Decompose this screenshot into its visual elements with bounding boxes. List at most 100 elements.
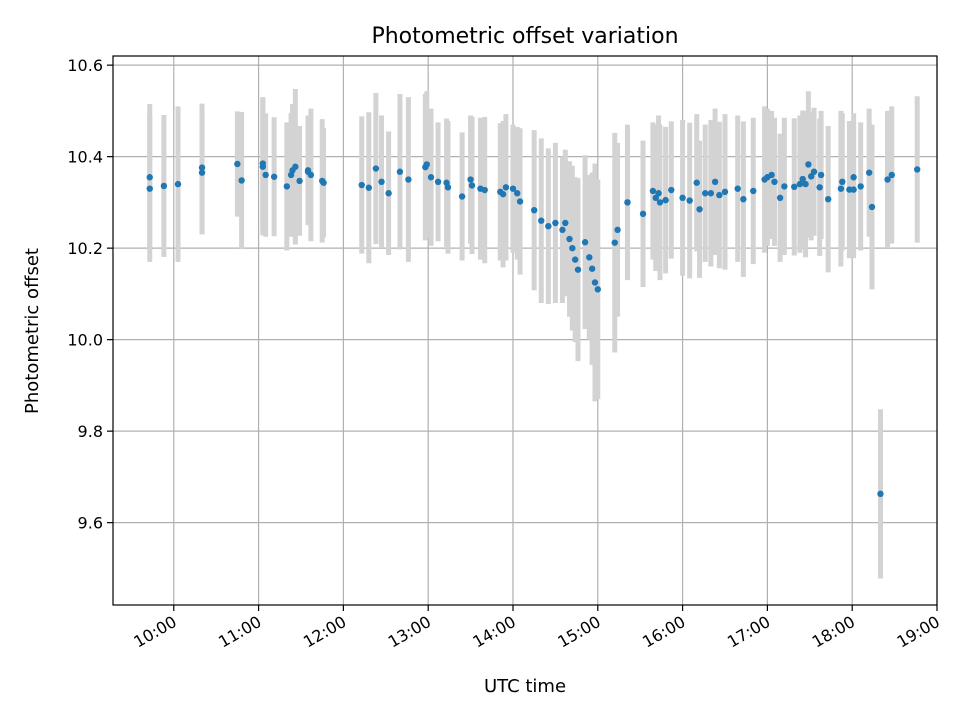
- data-point: [372, 165, 380, 172]
- data-point: [562, 219, 569, 227]
- data-point: [652, 194, 659, 202]
- data-point: [768, 171, 775, 179]
- data-point: [740, 195, 747, 203]
- data-point: [569, 244, 576, 252]
- chart-title: Photometric offset variation: [371, 24, 678, 49]
- data-point: [481, 186, 488, 194]
- data-point: [693, 179, 700, 186]
- data-point: [594, 286, 601, 293]
- data-point: [721, 188, 729, 196]
- plot-frame: [112, 55, 938, 606]
- data-point: [865, 169, 873, 176]
- data-point: [711, 178, 719, 186]
- y-tick-label: 10.2: [67, 239, 103, 258]
- data-point: [796, 180, 804, 188]
- data-point: [146, 174, 153, 181]
- data-point: [586, 254, 593, 261]
- x-tick-label: 15:00: [554, 612, 603, 652]
- data-point: [591, 279, 599, 286]
- x-tick-label: 12:00: [300, 612, 349, 652]
- data-point: [837, 185, 845, 192]
- y-tick-label: 9.8: [78, 422, 103, 441]
- data-point: [839, 178, 846, 186]
- data-point: [423, 161, 430, 168]
- data-point: [649, 187, 657, 195]
- data-point: [427, 174, 435, 181]
- data-point: [234, 160, 241, 168]
- data-point: [776, 194, 784, 202]
- data-point: [574, 266, 582, 273]
- data-point: [499, 190, 507, 198]
- data-point: [914, 166, 921, 173]
- x-tick-label: 18:00: [809, 612, 858, 652]
- x-tick-label: 13:00: [385, 612, 434, 652]
- data-point: [656, 199, 664, 206]
- data-point: [868, 203, 876, 211]
- x-tick-label: 10:00: [130, 612, 179, 652]
- data-point: [385, 190, 392, 197]
- x-tick-label: 16:00: [639, 612, 688, 652]
- data-point: [771, 178, 778, 186]
- data-point: [160, 182, 168, 190]
- data-point: [238, 177, 245, 184]
- data-point: [545, 222, 552, 230]
- data-point: [808, 173, 815, 180]
- data-point: [146, 185, 153, 192]
- data-point: [283, 183, 291, 190]
- data-point: [679, 194, 686, 202]
- data-point: [552, 219, 559, 227]
- data-point: [655, 190, 662, 197]
- data-point: [378, 178, 385, 186]
- data-point: [174, 180, 182, 188]
- data-point: [259, 163, 267, 170]
- data-point: [850, 186, 857, 193]
- data-point: [198, 169, 206, 176]
- data-point: [716, 191, 723, 199]
- data-point: [405, 176, 412, 183]
- data-point: [624, 199, 631, 206]
- data-point: [877, 490, 884, 498]
- data-point: [502, 184, 510, 191]
- data-point: [611, 239, 618, 246]
- data-point: [668, 186, 675, 194]
- data-point: [888, 171, 895, 179]
- data-point: [198, 164, 206, 171]
- data-point: [307, 171, 315, 179]
- data-point: [270, 173, 278, 180]
- x-tick-label: 19:00: [894, 612, 943, 652]
- data-point: [824, 195, 832, 203]
- data-point: [781, 183, 788, 190]
- data-point: [884, 176, 891, 183]
- x-tick-label: 17:00: [724, 612, 773, 652]
- data-point: [802, 180, 809, 188]
- x-axis-label: UTC time: [484, 676, 566, 697]
- data-point: [662, 196, 669, 204]
- data-point: [857, 183, 864, 190]
- data-point: [810, 168, 818, 175]
- data-point: [702, 190, 709, 197]
- x-axis-ticks: 10:00 11:00 12:00 13:00 14:00 15:00 16:00 17:00…: [130, 605, 943, 652]
- y-tick-label: 9.6: [78, 514, 103, 533]
- data-point: [320, 179, 327, 186]
- data-point: [566, 235, 573, 243]
- data-point: [581, 239, 589, 246]
- y-tick-label: 10.6: [67, 56, 103, 75]
- data-point: [467, 176, 474, 183]
- data-point: [805, 161, 812, 168]
- data-point: [514, 190, 521, 197]
- y-axis-label: Photometric offset: [22, 248, 43, 414]
- data-point: [358, 181, 365, 189]
- data-point: [365, 184, 373, 191]
- data-point: [468, 182, 476, 189]
- data-point: [850, 174, 857, 181]
- data-point: [571, 256, 579, 263]
- data-point: [799, 175, 806, 183]
- y-tick-label: 10.4: [67, 148, 103, 167]
- data-point: [516, 198, 524, 205]
- y-axis-ticks: 9.6 9.8 10.0 10.2 10.4 10.6: [67, 56, 113, 533]
- data-point: [614, 226, 621, 234]
- x-tick-label: 14:00: [470, 612, 519, 652]
- y-tick-label: 10.0: [67, 331, 103, 350]
- data-point: [750, 187, 757, 195]
- data-point: [686, 197, 693, 204]
